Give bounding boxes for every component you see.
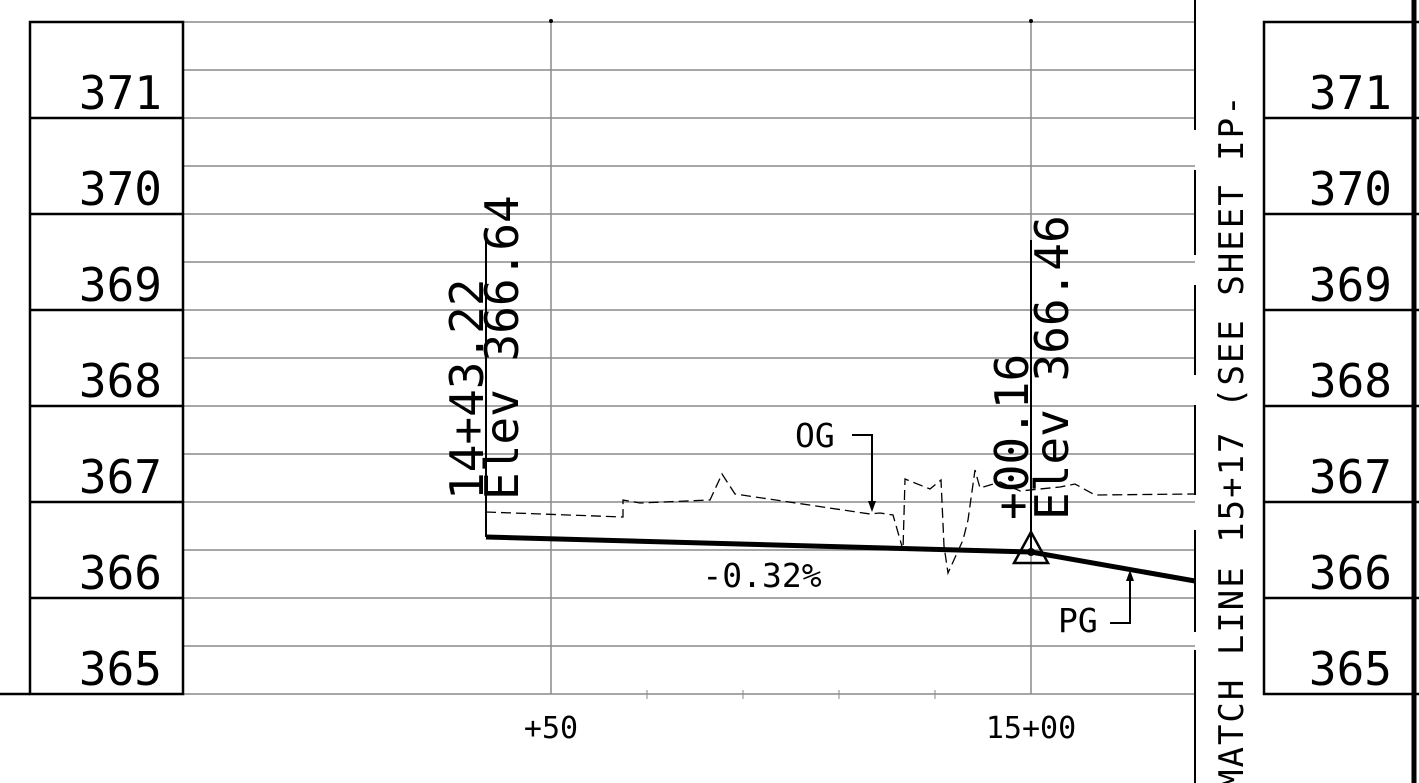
horizontal-gridlines: [183, 21, 1195, 695]
proposed-grade-line: [485, 534, 1196, 584]
station-label-1500: 15+00: [986, 711, 1076, 746]
original-ground-line: [485, 469, 1196, 576]
left-elev-label: 366: [79, 546, 162, 600]
left-elev-label: 369: [79, 258, 162, 312]
right-elevation-labels: 371 370 369 368 367 366 365: [1309, 66, 1392, 696]
pvi-right-elevation: Elev 366.46: [1025, 215, 1079, 520]
left-elev-label: 368: [79, 354, 162, 408]
left-elev-label: 367: [79, 450, 162, 504]
pvi-left-elevation: Elev 366.64: [475, 195, 529, 500]
grade-label: -0.32%: [702, 556, 821, 595]
right-elev-label: 369: [1309, 258, 1392, 312]
grid-dots: [549, 19, 1033, 23]
pvi-marker: [1011, 529, 1051, 565]
left-elev-label: 370: [79, 162, 162, 216]
right-elev-label: 368: [1309, 354, 1392, 408]
right-elev-label: 371: [1309, 66, 1392, 120]
right-elev-label: 370: [1309, 162, 1392, 216]
left-elevation-labels: 371 370 369 368 367 366 365: [79, 66, 162, 696]
pg-leader: [1110, 570, 1134, 624]
station-label-plus50: +50: [524, 711, 578, 746]
left-elev-label: 371: [79, 66, 162, 120]
station-ticks: [646, 690, 936, 699]
right-elev-label: 366: [1309, 546, 1392, 600]
right-elevation-column: [1262, 20, 1419, 696]
pg-label: PG: [1058, 601, 1098, 640]
right-elev-label: 365: [1309, 642, 1392, 696]
pvi-right-station: +00.16: [985, 354, 1039, 520]
right-elev-label: 367: [1309, 450, 1392, 504]
match-line-label: MATCH LINE 15+17 (SEE SHEET IP-: [1212, 93, 1252, 783]
left-elevation-column: [28, 20, 185, 696]
left-elev-label: 365: [79, 642, 162, 696]
og-leader: [852, 434, 876, 512]
pvi-left-station: 14+43.22: [440, 278, 494, 500]
og-label: OG: [795, 416, 835, 455]
